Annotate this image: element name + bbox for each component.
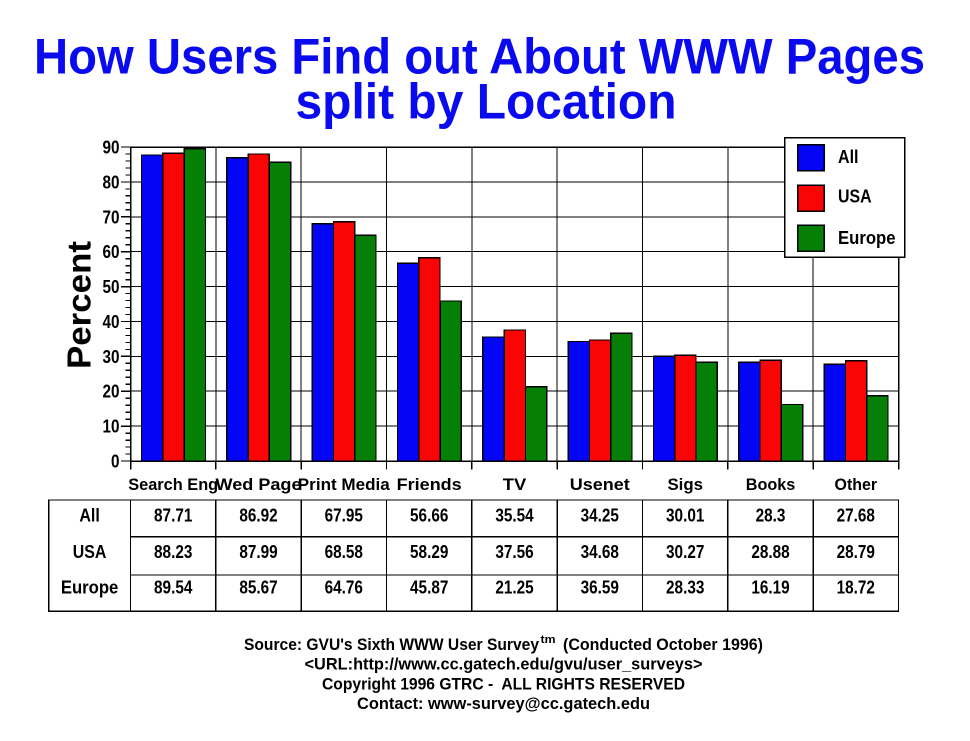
svg-text:56.66: 56.66 — [410, 506, 448, 526]
svg-text:0: 0 — [111, 452, 120, 472]
svg-text:87.71: 87.71 — [154, 506, 192, 526]
svg-text:28.79: 28.79 — [837, 542, 875, 562]
svg-text:58.29: 58.29 — [410, 542, 448, 562]
svg-text:Search Eng: Search Eng — [128, 475, 218, 494]
svg-text:16.19: 16.19 — [751, 578, 789, 598]
svg-text:36.59: 36.59 — [581, 578, 619, 598]
svg-text:How Users Find out About WWW P: How Users Find out About WWW Pages — [34, 28, 925, 84]
svg-text:10: 10 — [103, 417, 120, 437]
svg-text:Usenet: Usenet — [570, 475, 630, 494]
svg-text:85.67: 85.67 — [239, 578, 277, 598]
svg-text:Percent: Percent — [61, 241, 98, 369]
svg-text:90: 90 — [103, 138, 120, 158]
svg-text:28.88: 28.88 — [751, 542, 789, 562]
svg-text:21.25: 21.25 — [495, 578, 533, 598]
svg-text:Europe: Europe — [61, 578, 119, 598]
svg-text:Copyright 1996 GTRC - ALL RIG: Copyright 1996 GTRC - ALL RIGHTS RESERVE… — [322, 675, 685, 694]
svg-text:<URL:http://www.cc.gatech.edu/: <URL:http://www.cc.gatech.edu/gvu/user_s… — [305, 655, 703, 674]
svg-text:20: 20 — [103, 382, 120, 402]
svg-text:34.68: 34.68 — [581, 542, 619, 562]
svg-text:50: 50 — [103, 277, 120, 297]
svg-text:45.87: 45.87 — [410, 578, 448, 598]
svg-text:USA: USA — [73, 542, 107, 562]
svg-text:Wed Page: Wed Page — [216, 475, 302, 494]
svg-text:split by Location: split by Location — [296, 73, 677, 129]
svg-text:tm: tm — [541, 634, 556, 646]
svg-text:30: 30 — [103, 347, 120, 367]
svg-text:28.3: 28.3 — [756, 506, 786, 526]
svg-text:(Conducted October 1996): (Conducted October 1996) — [563, 635, 763, 654]
svg-text:86.92: 86.92 — [239, 506, 277, 526]
svg-text:80: 80 — [103, 172, 120, 192]
svg-text:67.95: 67.95 — [325, 506, 363, 526]
svg-text:28.33: 28.33 — [666, 578, 704, 598]
svg-text:87.99: 87.99 — [239, 542, 277, 562]
svg-text:27.68: 27.68 — [837, 506, 875, 526]
svg-text:30.01: 30.01 — [666, 506, 704, 526]
svg-text:34.25: 34.25 — [581, 506, 619, 526]
svg-text:All: All — [79, 506, 100, 526]
svg-text:88.23: 88.23 — [154, 542, 192, 562]
svg-text:Source: GVU's Sixth WWW User S: Source: GVU's Sixth WWW User Survey — [244, 635, 539, 654]
svg-text:40: 40 — [103, 312, 120, 332]
svg-text:70: 70 — [103, 207, 120, 227]
svg-text:All: All — [838, 147, 859, 167]
svg-text:60: 60 — [103, 242, 120, 262]
svg-text:89.54: 89.54 — [154, 578, 192, 598]
svg-text:35.54: 35.54 — [495, 506, 533, 526]
svg-text:Books: Books — [746, 475, 796, 494]
svg-text:Friends: Friends — [397, 475, 462, 494]
svg-text:Contact: www-survey@cc.gatech.: Contact: www-survey@cc.gatech.edu — [357, 694, 650, 713]
svg-text:68.58: 68.58 — [325, 542, 363, 562]
svg-text:Print Media: Print Media — [298, 475, 391, 494]
svg-text:37.56: 37.56 — [495, 542, 533, 562]
svg-text:18.72: 18.72 — [837, 578, 875, 598]
svg-text:TV: TV — [503, 475, 527, 494]
svg-text:64.76: 64.76 — [325, 578, 363, 598]
svg-text:USA: USA — [838, 187, 872, 207]
svg-text:Europe: Europe — [838, 228, 896, 248]
svg-text:30.27: 30.27 — [666, 542, 704, 562]
svg-text:Sigs: Sigs — [667, 475, 703, 494]
svg-text:Other: Other — [835, 475, 878, 494]
